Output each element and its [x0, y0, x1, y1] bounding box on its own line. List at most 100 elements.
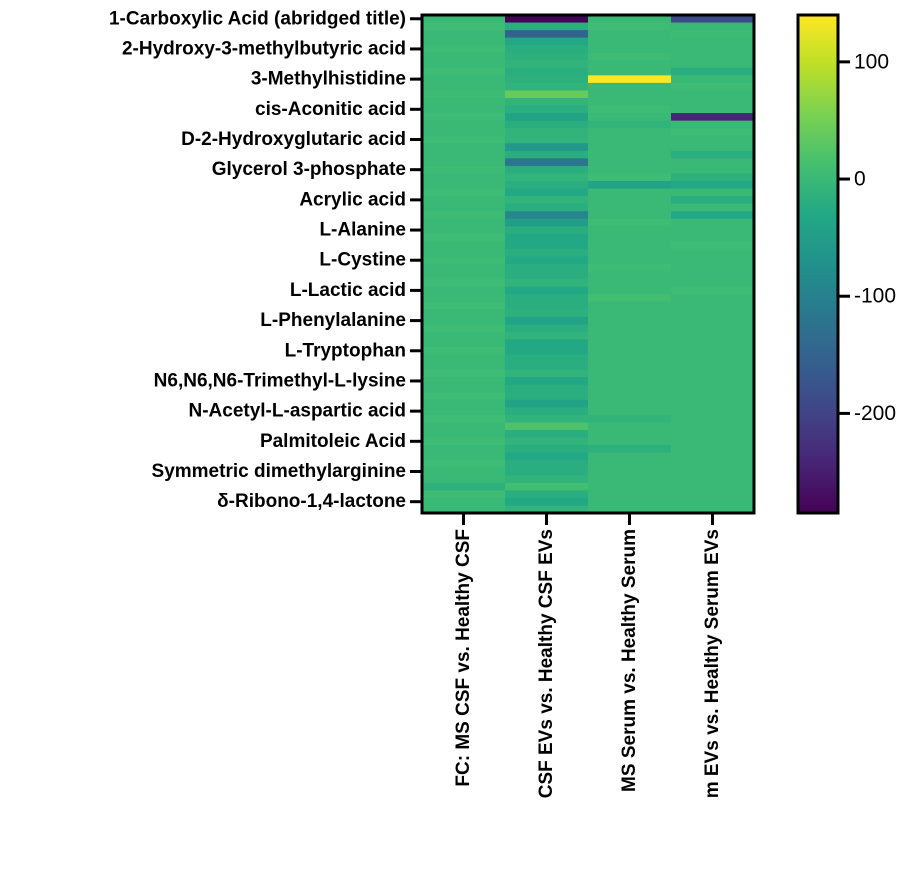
heatmap-cell — [588, 241, 672, 250]
heatmap-cell — [422, 15, 506, 24]
heatmap-cell — [588, 467, 672, 476]
heatmap-cell — [671, 505, 755, 514]
heatmap-cell — [422, 490, 506, 499]
heatmap-cell — [422, 120, 506, 129]
heatmap-cell — [505, 98, 589, 107]
heatmap-cell — [671, 173, 755, 182]
heatmap-cell — [422, 90, 506, 99]
heatmap-cell — [671, 120, 755, 129]
heatmap-cell — [422, 482, 506, 491]
heatmap-cell — [505, 82, 589, 92]
heatmap-cell — [422, 354, 506, 363]
heatmap-cell — [505, 150, 589, 159]
heatmap-cell — [422, 422, 506, 431]
heatmap-cell — [505, 264, 589, 273]
column-label: FC: MS CSF vs. Healthy CSF — [453, 529, 474, 787]
heatmap-cell — [505, 211, 589, 220]
heatmap-cell — [671, 437, 755, 446]
heatmap-cell — [422, 392, 506, 401]
heatmap-cell — [505, 22, 589, 31]
heatmap-cell — [588, 316, 672, 325]
heatmap-cell — [422, 45, 506, 54]
heatmap-cell — [671, 414, 755, 424]
row-label: Acrylic acid — [299, 189, 406, 210]
heatmap-cell — [505, 384, 589, 393]
heatmap-cell — [671, 331, 755, 341]
heatmap-cell — [671, 158, 755, 167]
heatmap-cell — [422, 218, 506, 227]
heatmap-cell — [505, 241, 589, 250]
heatmap-cell — [505, 369, 589, 378]
heatmap-cell — [588, 490, 672, 499]
heatmap-cell — [422, 158, 506, 167]
heatmap-cell — [671, 347, 755, 356]
heatmap-cell — [505, 324, 589, 333]
heatmap-cell — [671, 75, 755, 84]
heatmap-cell — [422, 98, 506, 107]
heatmap-cell — [588, 377, 672, 386]
heatmap-cell — [671, 475, 755, 484]
heatmap-cell — [671, 422, 755, 431]
heatmap-cell — [588, 150, 672, 159]
row-label: Symmetric dimethylarginine — [152, 461, 406, 482]
row-labels: 1-Carboxylic Acid (abridged title) 2-Hydr… — [109, 8, 406, 512]
heatmap-cell — [505, 445, 589, 454]
heatmap-cells — [422, 15, 755, 514]
row-label: δ-Ribono-1,4-lactone — [217, 491, 406, 512]
heatmap-cell — [588, 482, 672, 491]
heatmap-cell — [505, 143, 589, 152]
heatmap-cell — [422, 143, 506, 152]
heatmap-cell — [422, 256, 506, 265]
heatmap-cell — [588, 331, 672, 341]
heatmap-cell — [422, 105, 506, 114]
row-label: L-Phenylalanine — [260, 310, 406, 331]
colorbar-tick-label: -200 — [854, 402, 896, 425]
column-tick-marks — [462, 513, 714, 525]
heatmap-cell — [422, 286, 506, 295]
heatmap-cell — [671, 294, 755, 303]
heatmap-cell — [588, 264, 672, 273]
heatmap-cell — [505, 505, 589, 514]
heatmap-cell — [588, 15, 672, 24]
heatmap-cell — [671, 324, 755, 333]
heatmap-cell — [588, 90, 672, 99]
heatmap-cell — [671, 490, 755, 499]
heatmap-cell — [588, 286, 672, 295]
heatmap-cell — [422, 505, 506, 514]
heatmap-cell — [671, 105, 755, 114]
heatmap-cell — [588, 422, 672, 431]
heatmap-cell — [671, 233, 755, 242]
row-label: L-Lactic acid — [290, 280, 406, 301]
heatmap-cell — [505, 67, 589, 76]
heatmap-cell — [422, 331, 506, 341]
heatmap-cell — [505, 233, 589, 242]
heatmap-cell — [671, 30, 755, 39]
heatmap-cell — [588, 196, 672, 205]
heatmap-cell — [588, 309, 672, 318]
heatmap-cell — [588, 460, 672, 469]
heatmap-cell — [505, 347, 589, 356]
heatmap-cell — [505, 377, 589, 386]
heatmap-cell — [505, 294, 589, 303]
heatmap-cell — [422, 211, 506, 220]
heatmap-cell — [422, 324, 506, 333]
heatmap-cell — [505, 181, 589, 190]
heatmap-cell — [505, 407, 589, 416]
row-label: D-2-Hydroxyglutaric acid — [181, 129, 406, 150]
row-label: 2-Hydroxy-3-methylbutyric acid — [122, 38, 406, 59]
heatmap-cell — [505, 475, 589, 484]
heatmap-cell — [671, 196, 755, 205]
heatmap-cell — [671, 22, 755, 31]
heatmap-cell — [505, 15, 589, 24]
heatmap-cell — [588, 497, 672, 507]
heatmap-cell — [505, 482, 589, 491]
heatmap-cell — [505, 497, 589, 507]
heatmap-cell — [505, 188, 589, 197]
heatmap-cell — [671, 309, 755, 318]
heatmap-cell — [588, 128, 672, 137]
colorbar-tick-label: -100 — [854, 285, 896, 308]
heatmap-cell — [588, 82, 672, 92]
column-label: MS Serum vs. Healthy Serum — [619, 529, 640, 792]
heatmap-cell — [505, 467, 589, 476]
